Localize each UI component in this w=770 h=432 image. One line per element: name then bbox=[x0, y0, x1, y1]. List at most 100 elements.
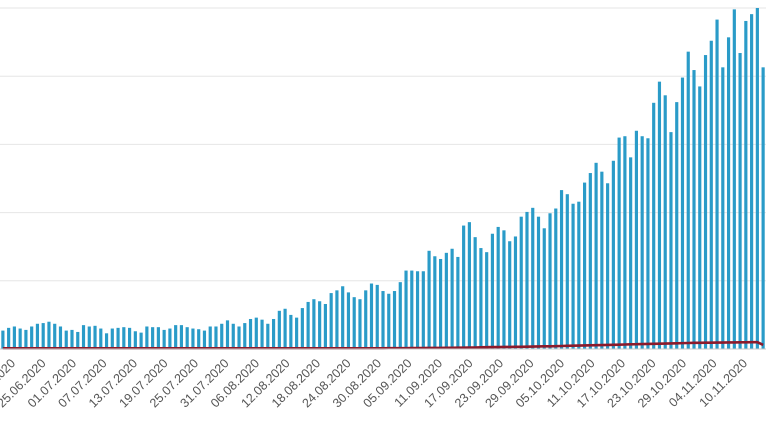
bar bbox=[81, 325, 86, 349]
bar bbox=[35, 323, 40, 349]
bar bbox=[289, 314, 293, 349]
bar bbox=[231, 323, 235, 349]
bar bbox=[415, 271, 420, 349]
bar bbox=[519, 216, 523, 349]
bar bbox=[271, 318, 276, 349]
bar bbox=[588, 173, 592, 349]
bar bbox=[185, 327, 189, 349]
bar bbox=[726, 37, 731, 349]
bar bbox=[18, 328, 22, 349]
bar bbox=[692, 70, 696, 349]
bar bbox=[485, 252, 489, 349]
bar bbox=[513, 236, 518, 349]
bar bbox=[64, 330, 68, 349]
bar bbox=[312, 299, 316, 349]
bar bbox=[116, 327, 120, 349]
bar bbox=[554, 208, 558, 349]
bar bbox=[93, 325, 97, 349]
bar bbox=[663, 95, 667, 349]
gridlines bbox=[0, 7, 766, 282]
bar bbox=[490, 233, 495, 349]
bar bbox=[611, 160, 615, 349]
bar bbox=[548, 213, 552, 349]
bar bbox=[686, 51, 690, 350]
bar bbox=[404, 270, 408, 349]
bar bbox=[559, 190, 564, 349]
bar bbox=[450, 248, 454, 349]
bar bbox=[410, 270, 414, 349]
bar bbox=[12, 326, 16, 349]
bar bbox=[536, 216, 541, 349]
bar bbox=[479, 248, 483, 349]
bar bbox=[266, 323, 270, 349]
bar bbox=[680, 77, 685, 349]
bar bbox=[277, 310, 281, 349]
bar bbox=[577, 201, 581, 349]
bar bbox=[750, 14, 754, 349]
bar bbox=[191, 328, 195, 349]
bar bbox=[525, 211, 529, 349]
bar bbox=[7, 327, 11, 349]
bar bbox=[698, 86, 702, 350]
bar bbox=[70, 329, 74, 349]
bar bbox=[300, 308, 304, 349]
bar bbox=[104, 333, 109, 349]
bar bbox=[99, 328, 103, 349]
bar bbox=[657, 81, 662, 349]
bar bbox=[162, 329, 166, 349]
bar bbox=[755, 8, 759, 349]
bar bbox=[329, 293, 333, 349]
bar bbox=[58, 326, 63, 349]
line-series bbox=[2, 340, 764, 350]
bar bbox=[732, 9, 736, 350]
bar bbox=[467, 222, 471, 349]
bar bbox=[352, 297, 356, 349]
bar bbox=[473, 237, 477, 349]
bar bbox=[139, 332, 143, 349]
bar bbox=[369, 283, 374, 349]
bar bbox=[508, 241, 512, 349]
bar bbox=[364, 290, 368, 349]
bar bbox=[669, 132, 673, 349]
bar bbox=[145, 326, 149, 349]
bar bbox=[122, 327, 126, 349]
bar bbox=[168, 328, 172, 349]
bar bbox=[634, 130, 638, 349]
bar bbox=[652, 102, 656, 349]
bar bbox=[208, 326, 212, 349]
bar bbox=[398, 282, 402, 349]
bar bbox=[439, 258, 443, 349]
bar bbox=[76, 331, 80, 349]
bar bbox=[283, 308, 287, 349]
bar bbox=[243, 323, 247, 349]
bar bbox=[606, 183, 610, 349]
bar bbox=[640, 136, 644, 349]
bar bbox=[225, 320, 230, 349]
bar bbox=[583, 182, 587, 349]
x-tick-labels: .06.202025.06.202001.07.202007.07.202013… bbox=[0, 356, 750, 410]
bar bbox=[675, 102, 679, 350]
bar bbox=[421, 271, 425, 349]
bar bbox=[237, 326, 241, 349]
bar bbox=[30, 326, 34, 349]
bar bbox=[392, 291, 397, 349]
bar bbox=[565, 194, 569, 349]
bar bbox=[738, 53, 742, 349]
bar bbox=[248, 318, 253, 349]
bar bbox=[295, 317, 299, 349]
bar bbox=[53, 323, 57, 349]
bar bbox=[444, 252, 448, 349]
bar bbox=[375, 284, 379, 349]
bar bbox=[341, 286, 345, 349]
bar bbox=[433, 256, 437, 349]
bar bbox=[318, 301, 322, 349]
bar bbox=[531, 207, 535, 349]
bar bbox=[128, 327, 132, 349]
bar bbox=[623, 136, 627, 349]
bar bbox=[1, 330, 5, 349]
bar bbox=[571, 203, 575, 349]
bar bbox=[24, 329, 28, 349]
bar bbox=[744, 20, 748, 350]
bar bbox=[197, 329, 201, 349]
